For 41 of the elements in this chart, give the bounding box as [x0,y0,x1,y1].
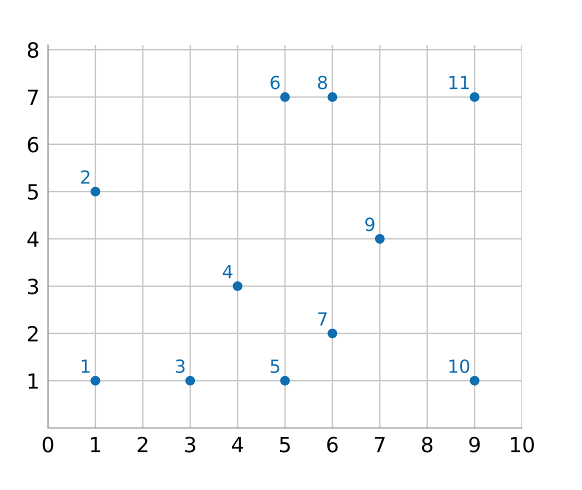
y-tick-label: 2 [28,326,38,342]
y-tick-label: 6 [28,136,38,153]
point [470,376,480,386]
point [185,376,196,386]
point [470,92,480,102]
x-tick-label: 6 [327,436,338,452]
y-tick-label: 8 [28,42,38,58]
annotation: 7 [318,312,327,326]
annotation: 4 [222,265,232,278]
x-tick-label: 9 [469,436,480,452]
y-tick-label: 1 [28,373,38,389]
x-tick-label: 8 [422,436,432,452]
annotation: 11 [449,76,469,90]
x-tick-label: 5 [280,436,290,452]
point [280,376,290,386]
annotation: 8 [318,76,327,90]
annotation: 10 [449,359,470,374]
point [328,92,338,102]
x-tick-label: 7 [374,436,385,452]
x-tick-label: 10 [511,436,534,452]
y-tick-label: 7 [28,90,38,105]
point [374,234,385,244]
y-tick-label: 5 [28,184,38,200]
point [280,92,290,102]
point [90,376,100,386]
y-tick-label: 3 [28,278,38,294]
x-tick-label: 2 [138,436,148,452]
x-tick-label: 3 [185,436,196,452]
y-tick-label: 4 [27,232,38,247]
annotation: 5 [270,360,280,374]
annotation: 2 [81,170,90,184]
annotation: 6 [270,76,280,90]
annotation: 1 [82,360,90,373]
x-tick-label: 0 [42,436,54,452]
point [232,281,242,292]
point [90,186,100,196]
annotation: 3 [176,359,185,374]
x-tick-label: 4 [232,436,244,452]
annotation: 9 [365,218,374,232]
x-tick-label: 1 [91,436,100,452]
point [328,328,338,338]
